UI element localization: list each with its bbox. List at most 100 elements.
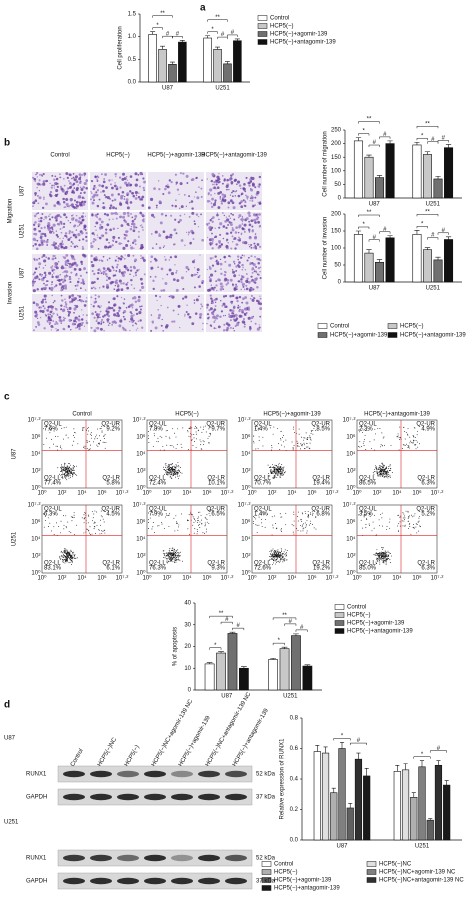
flow-y-tick: 10⁰ xyxy=(241,485,251,492)
cell xyxy=(79,287,82,290)
legend-swatch xyxy=(366,877,377,883)
quadrant-name: Q2-LR xyxy=(312,476,330,482)
event xyxy=(68,477,70,479)
cell xyxy=(74,175,78,179)
cell xyxy=(50,324,54,328)
cell xyxy=(238,261,241,264)
cell xyxy=(132,241,135,244)
event xyxy=(87,529,89,531)
event xyxy=(383,555,385,557)
event xyxy=(263,513,264,515)
event xyxy=(383,561,385,563)
cell xyxy=(96,277,99,281)
cell xyxy=(123,257,126,260)
cell xyxy=(217,191,221,195)
event xyxy=(100,515,102,517)
cell xyxy=(81,318,84,321)
cell xyxy=(208,309,211,312)
event xyxy=(286,551,287,553)
cell xyxy=(216,212,219,215)
event xyxy=(278,554,279,556)
cell xyxy=(42,235,44,237)
event xyxy=(309,438,311,440)
cell xyxy=(165,324,169,328)
event xyxy=(273,476,275,478)
micrograph xyxy=(148,212,204,250)
cell xyxy=(182,288,185,291)
event xyxy=(210,509,211,511)
event xyxy=(69,551,71,553)
quadrant-name: Q2-UR xyxy=(416,422,435,428)
cell xyxy=(82,321,84,324)
event xyxy=(418,515,420,517)
event xyxy=(418,517,420,519)
event xyxy=(65,471,67,472)
event xyxy=(368,513,370,515)
event xyxy=(378,551,380,553)
legend-swatch xyxy=(334,628,345,634)
event xyxy=(387,470,388,472)
event xyxy=(274,470,276,472)
cell xyxy=(46,238,49,241)
cell xyxy=(73,307,77,311)
cell xyxy=(221,174,224,177)
event xyxy=(378,475,380,477)
event xyxy=(265,519,266,521)
cell xyxy=(157,316,161,320)
cell xyxy=(50,266,53,269)
cell xyxy=(234,313,238,317)
event xyxy=(64,559,66,561)
cell xyxy=(33,329,35,332)
cell xyxy=(118,306,122,310)
cell xyxy=(142,177,145,180)
event xyxy=(293,525,295,527)
cell xyxy=(43,327,46,330)
cell xyxy=(138,268,140,271)
cell xyxy=(220,272,223,276)
cell xyxy=(214,201,217,204)
cell xyxy=(232,260,236,263)
cell xyxy=(178,193,180,196)
cell xyxy=(250,181,252,183)
event xyxy=(65,475,67,477)
cell xyxy=(210,284,212,286)
event xyxy=(270,554,272,556)
cell xyxy=(164,282,168,285)
cell xyxy=(106,283,109,287)
event xyxy=(193,440,195,442)
cell xyxy=(58,318,62,322)
cell xyxy=(256,285,259,289)
event xyxy=(192,445,194,446)
event xyxy=(67,472,69,474)
cell xyxy=(94,311,97,313)
event xyxy=(280,554,281,556)
cell xyxy=(54,194,56,197)
event xyxy=(166,562,168,564)
band xyxy=(171,854,193,862)
x-tick-label: U251 xyxy=(415,844,430,850)
event xyxy=(276,556,278,558)
cell xyxy=(62,197,65,201)
cell xyxy=(44,274,47,277)
size-label: 52 kDa xyxy=(256,772,276,778)
event xyxy=(303,447,305,449)
cell xyxy=(237,304,240,307)
cell xyxy=(116,295,119,298)
event xyxy=(274,464,276,466)
cell xyxy=(213,320,216,324)
event xyxy=(363,516,365,518)
event xyxy=(407,445,409,447)
cell xyxy=(251,176,255,181)
error-bar xyxy=(229,631,236,634)
band xyxy=(117,770,139,778)
cell xyxy=(60,187,64,191)
cell xyxy=(211,220,214,223)
cell xyxy=(223,323,226,326)
cell xyxy=(113,303,117,307)
event xyxy=(176,473,178,475)
event xyxy=(294,431,296,433)
event xyxy=(255,428,257,430)
event xyxy=(96,525,98,526)
event xyxy=(258,436,260,438)
event xyxy=(403,426,405,428)
